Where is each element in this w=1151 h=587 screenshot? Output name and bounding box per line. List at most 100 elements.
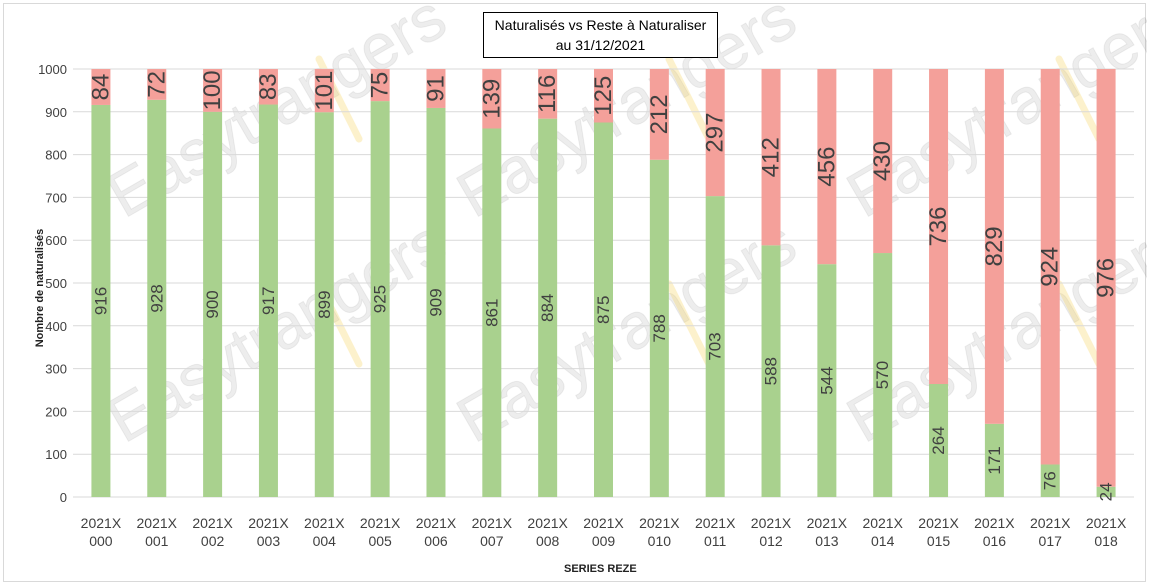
bar-naturalises bbox=[370, 101, 390, 497]
bar-naturalises bbox=[538, 118, 558, 497]
x-tick-label: 2021X 017 bbox=[1030, 515, 1071, 549]
data-label-naturalises: 925 bbox=[371, 285, 390, 313]
data-label-naturalises: 900 bbox=[203, 290, 222, 318]
x-tick-label: 2021X 008 bbox=[527, 515, 568, 549]
bar-reste bbox=[538, 69, 558, 119]
data-label-naturalises: 171 bbox=[985, 446, 1004, 474]
bar-reste bbox=[147, 69, 167, 100]
data-label-reste: 91 bbox=[422, 75, 449, 102]
bar-naturalises bbox=[1040, 464, 1060, 497]
data-label-reste: 736 bbox=[925, 206, 952, 246]
data-label-reste: 297 bbox=[702, 113, 729, 153]
data-label-reste: 212 bbox=[646, 94, 673, 134]
data-label-reste: 84 bbox=[87, 74, 114, 101]
x-tick-label-line1: 2021X bbox=[248, 515, 289, 531]
x-tick-label-line1: 2021X bbox=[807, 515, 848, 531]
data-label-reste: 456 bbox=[813, 147, 840, 187]
y-tick-label: 1000 bbox=[38, 62, 67, 77]
bar-reste bbox=[929, 69, 949, 385]
x-tick-label: 2021X 007 bbox=[472, 515, 513, 549]
x-tick-label-line2: 009 bbox=[592, 533, 616, 549]
x-tick-label: 2021X 010 bbox=[639, 515, 680, 549]
y-tick-label: 400 bbox=[45, 319, 67, 334]
bar-reste bbox=[705, 69, 725, 197]
x-tick-label-line1: 2021X bbox=[751, 515, 792, 531]
bar-naturalises bbox=[649, 159, 669, 497]
bar-reste bbox=[258, 69, 278, 105]
x-tick-label-line2: 003 bbox=[257, 533, 281, 549]
bar-naturalises bbox=[203, 111, 223, 498]
data-label-reste: 976 bbox=[1093, 258, 1120, 298]
x-tick-label: 2021X 016 bbox=[974, 515, 1015, 549]
bar-reste bbox=[817, 69, 837, 265]
bar-reste bbox=[594, 69, 613, 123]
y-tick-label: 500 bbox=[45, 276, 67, 291]
bar-naturalises bbox=[1096, 486, 1116, 497]
x-tick-label-line2: 007 bbox=[480, 533, 504, 549]
data-label-reste: 100 bbox=[199, 70, 226, 110]
x-tick-label-line2: 000 bbox=[89, 533, 113, 549]
x-tick-label: 2021X 006 bbox=[416, 515, 457, 549]
bar-naturalises bbox=[258, 104, 278, 498]
x-tick-label: 2021X 013 bbox=[807, 515, 848, 549]
x-tick-label-line2: 018 bbox=[1094, 533, 1118, 549]
data-label-naturalises: 24 bbox=[1097, 482, 1116, 501]
data-label-naturalises: 875 bbox=[594, 296, 613, 324]
x-tick-label-line2: 015 bbox=[927, 533, 951, 549]
bar-naturalises bbox=[929, 384, 949, 497]
bar-naturalises bbox=[984, 423, 1004, 497]
data-label-reste: 829 bbox=[981, 226, 1008, 266]
x-tick-label-line2: 011 bbox=[704, 533, 727, 549]
x-tick-label: 2021X 009 bbox=[583, 515, 624, 549]
x-tick-label: 2021X 014 bbox=[862, 515, 903, 549]
chart-subtitle: au 31/12/2021 bbox=[555, 37, 646, 53]
x-tick-label: 2021X 002 bbox=[192, 515, 233, 549]
x-tick-label: 2021X 012 bbox=[751, 515, 792, 549]
data-label-naturalises: 916 bbox=[91, 287, 110, 315]
data-label-naturalises: 544 bbox=[817, 366, 836, 394]
data-label-naturalises: 264 bbox=[929, 426, 948, 454]
x-tick-label-line2: 013 bbox=[815, 533, 839, 549]
data-label-reste: 116 bbox=[534, 75, 561, 113]
y-tick-label: 600 bbox=[45, 233, 67, 248]
bar-naturalises bbox=[91, 104, 111, 498]
x-tick-label: 2021X 005 bbox=[360, 515, 401, 549]
watermark-accent bbox=[665, 55, 713, 143]
y-tick-label: 900 bbox=[45, 105, 67, 120]
x-tick-label-line1: 2021X bbox=[918, 515, 959, 531]
x-tick-label: 2021X 003 bbox=[248, 515, 289, 549]
bar-reste bbox=[370, 69, 390, 102]
x-tick-label-line2: 010 bbox=[648, 533, 672, 549]
x-tick-label-line1: 2021X bbox=[1086, 515, 1127, 531]
data-label-naturalises: 570 bbox=[873, 361, 892, 389]
bar-naturalises bbox=[817, 264, 837, 497]
x-tick-label: 2021X 001 bbox=[137, 515, 178, 549]
bar-reste bbox=[482, 69, 502, 129]
x-tick-label-line1: 2021X bbox=[81, 515, 122, 531]
y-axis-label: Nombre de naturalisés bbox=[34, 228, 46, 348]
x-tick-label: 2021X 011 bbox=[695, 515, 736, 549]
x-tick-label-line1: 2021X bbox=[974, 515, 1015, 531]
x-tick-label-line1: 2021X bbox=[137, 515, 178, 531]
x-tick-label-line1: 2021X bbox=[527, 515, 568, 531]
bar-naturalises bbox=[426, 107, 446, 497]
x-tick-label-line1: 2021X bbox=[583, 515, 624, 531]
data-label-reste: 72 bbox=[143, 71, 170, 98]
x-tick-label-line2: 016 bbox=[983, 533, 1007, 549]
y-tick-label: 0 bbox=[60, 490, 67, 505]
data-label-naturalises: 928 bbox=[147, 284, 166, 312]
bar-reste bbox=[873, 69, 893, 254]
data-label-reste: 430 bbox=[869, 141, 896, 181]
x-tick-label-line1: 2021X bbox=[472, 515, 513, 531]
x-tick-label-line1: 2021X bbox=[192, 515, 233, 531]
bar-reste bbox=[1096, 69, 1116, 487]
x-tick-label: 2021X 004 bbox=[304, 515, 345, 549]
data-label-naturalises: 909 bbox=[426, 288, 445, 316]
x-tick-label-line2: 005 bbox=[368, 533, 392, 549]
x-tick-label-line1: 2021X bbox=[416, 515, 457, 531]
bar-naturalises bbox=[705, 196, 725, 497]
bar-reste bbox=[203, 69, 223, 112]
bar-reste bbox=[314, 69, 334, 113]
data-label-reste: 412 bbox=[758, 137, 785, 177]
chart-title-box: Naturalisés vs Reste à Naturaliser au 31… bbox=[483, 12, 718, 58]
